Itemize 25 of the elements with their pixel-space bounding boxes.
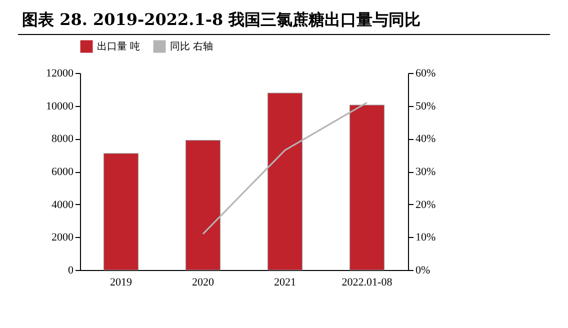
y2-tick-label: 60%: [416, 68, 436, 80]
bar: [103, 153, 139, 270]
y-tick-label: 0: [68, 264, 74, 276]
legend-label: 出口量 吨: [97, 40, 140, 53]
x-tick-label: 2019: [110, 276, 132, 288]
x-tick-label: 2020: [192, 276, 214, 288]
bar: [349, 104, 385, 270]
y2-tick-label: 10%: [416, 232, 436, 244]
y-tick-label: 2000: [52, 232, 74, 244]
bar: [267, 92, 303, 270]
x-tick-label: 2021: [274, 276, 296, 288]
y-tick-label: 12000: [46, 68, 74, 80]
y-tick-label: 4000: [52, 198, 74, 211]
y-tick-label: 6000: [52, 166, 74, 178]
y2-tick-label: 20%: [416, 198, 436, 211]
chart-title: 图表 28. 2019-2022.1-8 我国三氯蔗糖出口量与同比: [18, 6, 550, 35]
y2-tick-label: 0%: [416, 264, 430, 276]
y2-tick-label: 30%: [416, 166, 436, 178]
y2-tick-label: 40%: [416, 133, 436, 146]
y-tick-label: 10000: [46, 100, 74, 112]
x-tick-label: 2022.01-08: [342, 276, 393, 288]
legend-label: 同比 右轴: [170, 40, 214, 53]
y-tick-label: 8000: [52, 133, 74, 146]
y2-tick-label: 50%: [416, 100, 436, 112]
bar: [185, 140, 221, 270]
